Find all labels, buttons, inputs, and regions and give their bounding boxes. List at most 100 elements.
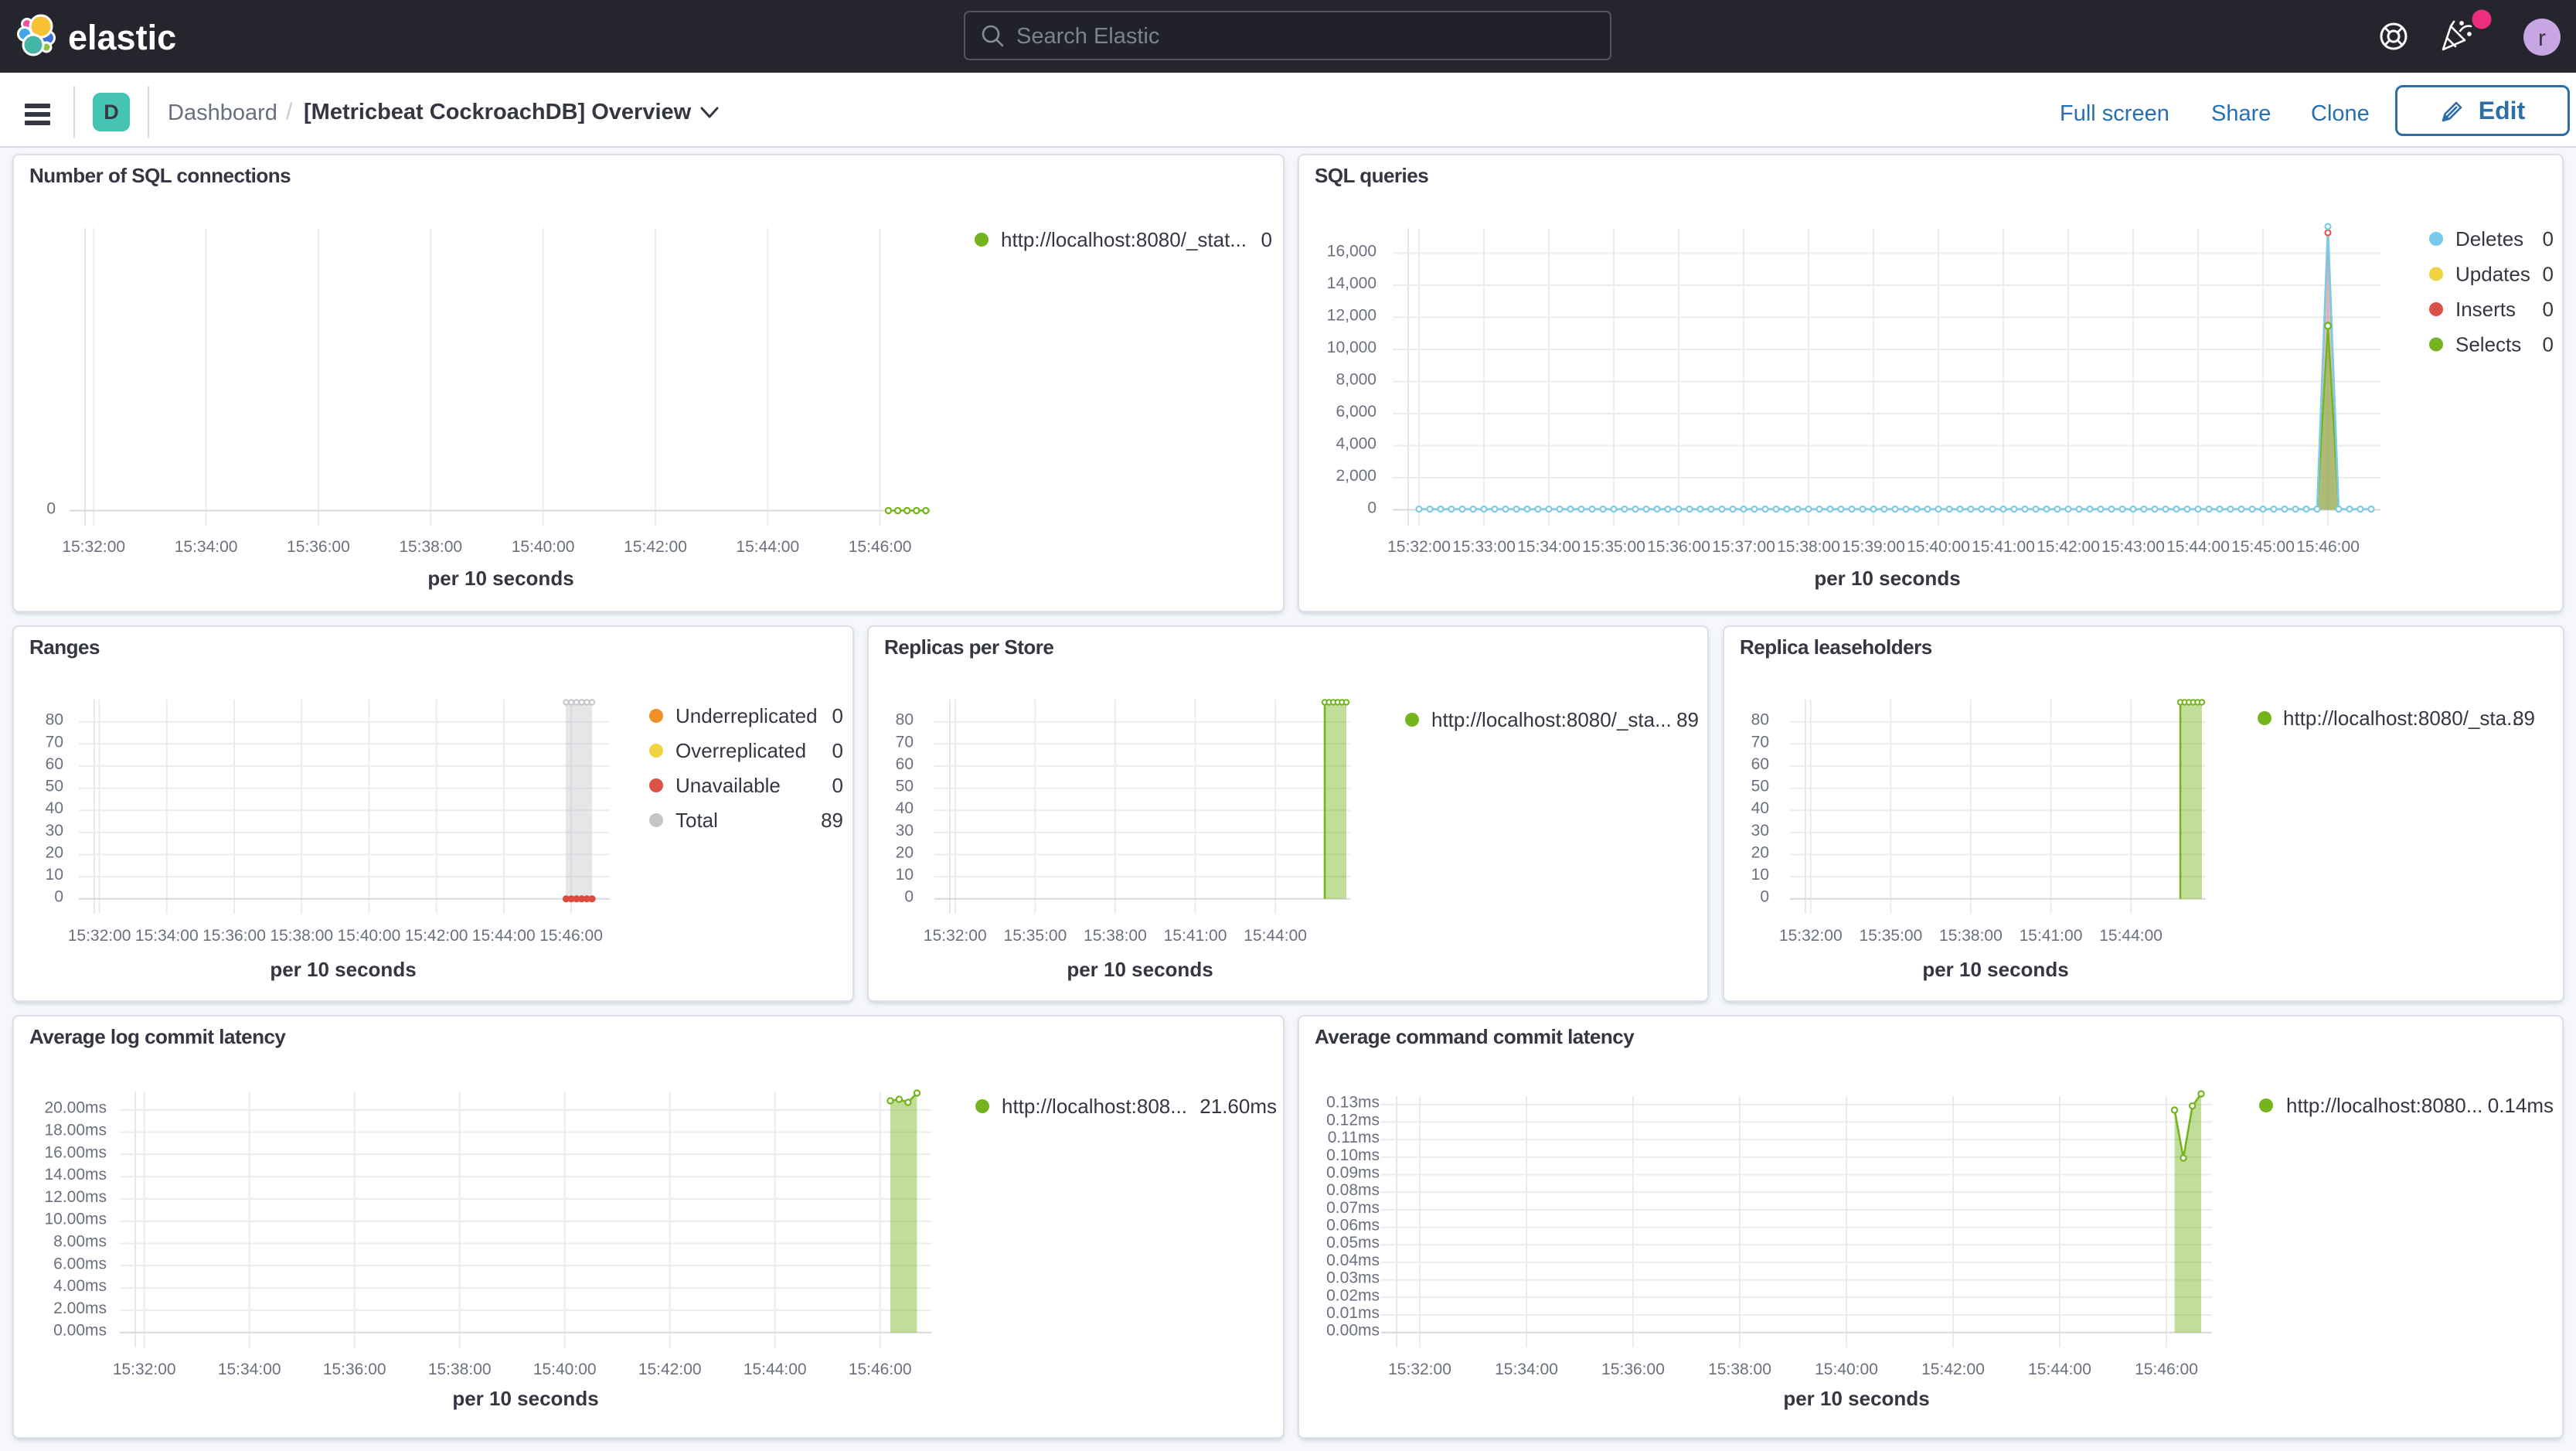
svg-text:15:46:00: 15:46:00 (849, 1361, 912, 1378)
svg-text:per 10 seconds: per 10 seconds (1783, 1387, 1929, 1410)
svg-text:0: 0 (904, 888, 914, 906)
svg-text:per 10 seconds: per 10 seconds (1922, 958, 2068, 981)
svg-text:15:44:00: 15:44:00 (744, 1361, 807, 1378)
svg-text:15:36:00: 15:36:00 (1601, 1361, 1665, 1378)
svg-text:15:42:00: 15:42:00 (405, 927, 468, 945)
svg-text:20.00ms: 20.00ms (44, 1099, 107, 1117)
svg-text:80: 80 (46, 711, 63, 729)
svg-text:10,000: 10,000 (1327, 339, 1376, 356)
svg-text:2,000: 2,000 (1336, 467, 1376, 485)
svg-text:10: 10 (896, 866, 914, 884)
svg-text:60: 60 (1751, 755, 1769, 773)
svg-text:15:44:00: 15:44:00 (2166, 538, 2230, 556)
svg-text:16.00ms: 16.00ms (44, 1143, 107, 1161)
svg-text:70: 70 (1751, 733, 1769, 751)
svg-text:15:40:00: 15:40:00 (338, 927, 401, 945)
svg-text:15:36:00: 15:36:00 (287, 538, 350, 556)
svg-text:0.12ms: 0.12ms (1326, 1111, 1380, 1129)
svg-text:15:40:00: 15:40:00 (512, 538, 575, 556)
svg-text:80: 80 (1751, 711, 1769, 729)
svg-text:15:42:00: 15:42:00 (1921, 1361, 1985, 1378)
svg-text:15:32:00: 15:32:00 (113, 1361, 176, 1378)
svg-text:15:34:00: 15:34:00 (1517, 538, 1581, 556)
svg-text:12.00ms: 12.00ms (44, 1188, 107, 1206)
svg-text:15:34:00: 15:34:00 (218, 1361, 281, 1378)
svg-text:12,000: 12,000 (1327, 307, 1376, 325)
svg-text:16,000: 16,000 (1327, 243, 1376, 261)
svg-text:15:32:00: 15:32:00 (68, 927, 131, 945)
svg-text:0.14ms: 0.14ms (2488, 1094, 2554, 1117)
svg-text:20: 20 (896, 843, 914, 861)
svg-text:http://localhost:8080/_sta...: http://localhost:8080/_sta... (2283, 707, 2523, 730)
svg-text:40: 40 (46, 799, 63, 817)
svg-text:15:35:00: 15:35:00 (1582, 538, 1645, 556)
svg-text:15:34:00: 15:34:00 (1495, 1361, 1558, 1378)
svg-text:15:38:00: 15:38:00 (399, 538, 462, 556)
svg-text:15:34:00: 15:34:00 (175, 538, 238, 556)
svg-text:Updates: Updates (2455, 263, 2530, 286)
svg-text:15:38:00: 15:38:00 (1708, 1361, 1771, 1378)
svg-text:Total: Total (675, 809, 718, 832)
svg-text:15:41:00: 15:41:00 (2020, 927, 2083, 945)
svg-text:per 10 seconds: per 10 seconds (427, 567, 573, 590)
svg-text:10: 10 (46, 866, 63, 884)
svg-text:2.00ms: 2.00ms (53, 1299, 107, 1317)
svg-text:0: 0 (1760, 888, 1769, 906)
svg-text:15:32:00: 15:32:00 (1388, 1361, 1451, 1378)
svg-text:50: 50 (896, 778, 914, 795)
svg-text:50: 50 (46, 778, 63, 795)
svg-text:15:32:00: 15:32:00 (1387, 538, 1451, 556)
svg-text:0: 0 (46, 500, 56, 518)
svg-text:Underreplicated: Underreplicated (675, 704, 818, 727)
svg-text:15:38:00: 15:38:00 (1939, 927, 2003, 945)
svg-text:15:32:00: 15:32:00 (1779, 927, 1843, 945)
svg-text:15:44:00: 15:44:00 (2028, 1361, 2091, 1378)
svg-text:Unavailable: Unavailable (675, 774, 781, 797)
svg-text:15:40:00: 15:40:00 (533, 1361, 597, 1378)
svg-text:15:39:00: 15:39:00 (1842, 538, 1905, 556)
svg-text:http://localhost:8080/_sta...: http://localhost:8080/_sta... (1431, 708, 1672, 731)
svg-text:0.04ms: 0.04ms (1326, 1252, 1380, 1269)
svg-text:per 10 seconds: per 10 seconds (1814, 567, 1960, 590)
svg-text:http://localhost:808...: http://localhost:808... (1002, 1095, 1187, 1118)
svg-text:15:32:00: 15:32:00 (924, 927, 987, 945)
svg-text:15:40:00: 15:40:00 (1907, 538, 1970, 556)
svg-text:14.00ms: 14.00ms (44, 1166, 107, 1184)
svg-text:15:34:00: 15:34:00 (135, 927, 199, 945)
svg-text:6,000: 6,000 (1336, 403, 1376, 421)
svg-text:0: 0 (832, 774, 843, 797)
svg-text:20: 20 (1751, 843, 1769, 861)
svg-text:Inserts: Inserts (2455, 298, 2516, 321)
svg-text:89: 89 (2513, 707, 2535, 730)
svg-text:15:46:00: 15:46:00 (2296, 538, 2360, 556)
svg-text:15:42:00: 15:42:00 (2037, 538, 2100, 556)
svg-text:40: 40 (896, 799, 914, 817)
svg-text:70: 70 (896, 733, 914, 751)
svg-text:21.60ms: 21.60ms (1200, 1095, 1277, 1118)
svg-text:8,000: 8,000 (1336, 371, 1376, 389)
svg-text:14,000: 14,000 (1327, 274, 1376, 292)
svg-text:15:38:00: 15:38:00 (1084, 927, 1147, 945)
svg-text:0.08ms: 0.08ms (1326, 1181, 1380, 1199)
svg-text:0: 0 (832, 739, 843, 762)
svg-text:50: 50 (1751, 778, 1769, 795)
svg-text:6.00ms: 6.00ms (53, 1255, 107, 1272)
svg-text:15:37:00: 15:37:00 (1712, 538, 1775, 556)
svg-text:80: 80 (896, 711, 914, 729)
svg-text:0.09ms: 0.09ms (1326, 1164, 1380, 1182)
svg-text:0: 0 (2543, 227, 2554, 250)
svg-text:15:41:00: 15:41:00 (1164, 927, 1227, 945)
svg-text:15:36:00: 15:36:00 (323, 1361, 386, 1378)
svg-text:70: 70 (46, 733, 63, 751)
svg-text:15:42:00: 15:42:00 (638, 1361, 702, 1378)
svg-text:15:46:00: 15:46:00 (2135, 1361, 2198, 1378)
svg-text:4.00ms: 4.00ms (53, 1277, 107, 1295)
svg-text:0.00ms: 0.00ms (1326, 1322, 1380, 1340)
svg-text:15:36:00: 15:36:00 (1647, 538, 1710, 556)
svg-text:30: 30 (896, 822, 914, 840)
svg-text:0.02ms: 0.02ms (1326, 1286, 1380, 1304)
svg-text:15:35:00: 15:35:00 (1004, 927, 1067, 945)
svg-text:0: 0 (832, 704, 843, 727)
svg-text:http://localhost:8080/_stat...: http://localhost:8080/_stat... (1001, 228, 1247, 251)
svg-text:per 10 seconds: per 10 seconds (1067, 958, 1213, 981)
